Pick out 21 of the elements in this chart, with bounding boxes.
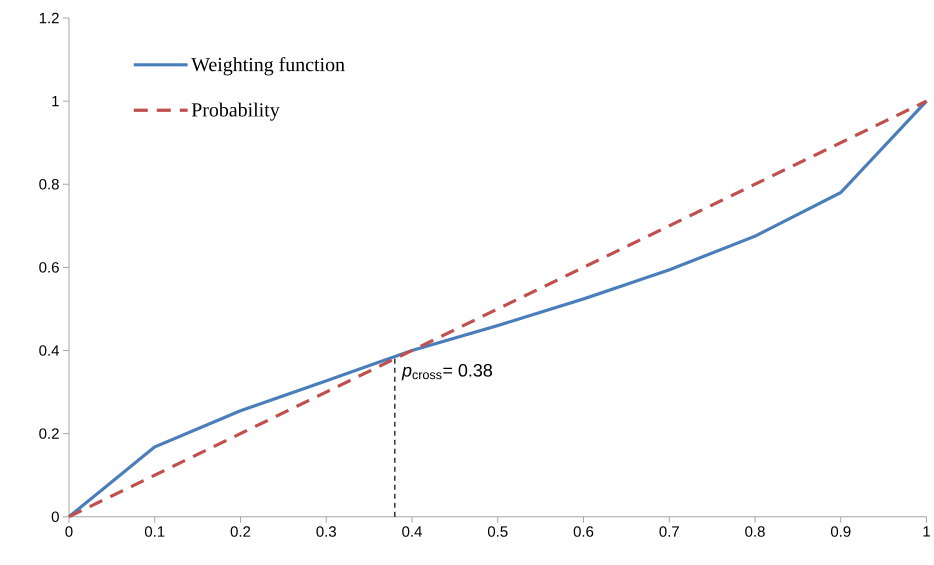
annotation: p$_{cross}$= 0.38	[402, 364, 492, 380]
legend-label: Probability	[192, 102, 280, 121]
x-tick-label: 0.1	[144, 526, 164, 537]
legend-label: Weighting function	[191, 57, 345, 76]
x-tick-label: 0.8	[745, 526, 765, 537]
y-tick-label: 1.2	[40, 12, 59, 24]
y-tick-label: 1	[52, 96, 59, 106]
y-tick-label: 0.8	[39, 179, 59, 190]
y-tick-label: 0	[52, 512, 59, 522]
x-tick-label: 1	[924, 526, 930, 537]
y-tick-label: 0.4	[39, 345, 60, 356]
x-tick-label: 0.5	[488, 526, 508, 537]
y-tick-label: 0.6	[39, 262, 59, 273]
x-tick-label: 0.6	[574, 526, 594, 537]
x-tick-label: 0.4	[402, 526, 422, 537]
x-tick-label: 0	[65, 526, 73, 537]
x-tick-label: 0.7	[659, 526, 679, 537]
x-tick-label: 0.9	[830, 526, 850, 537]
x-tick-label: 0.3	[316, 526, 336, 537]
y-tick-label: 0.2	[39, 428, 59, 440]
x-tick-label: 0.2	[230, 526, 250, 537]
